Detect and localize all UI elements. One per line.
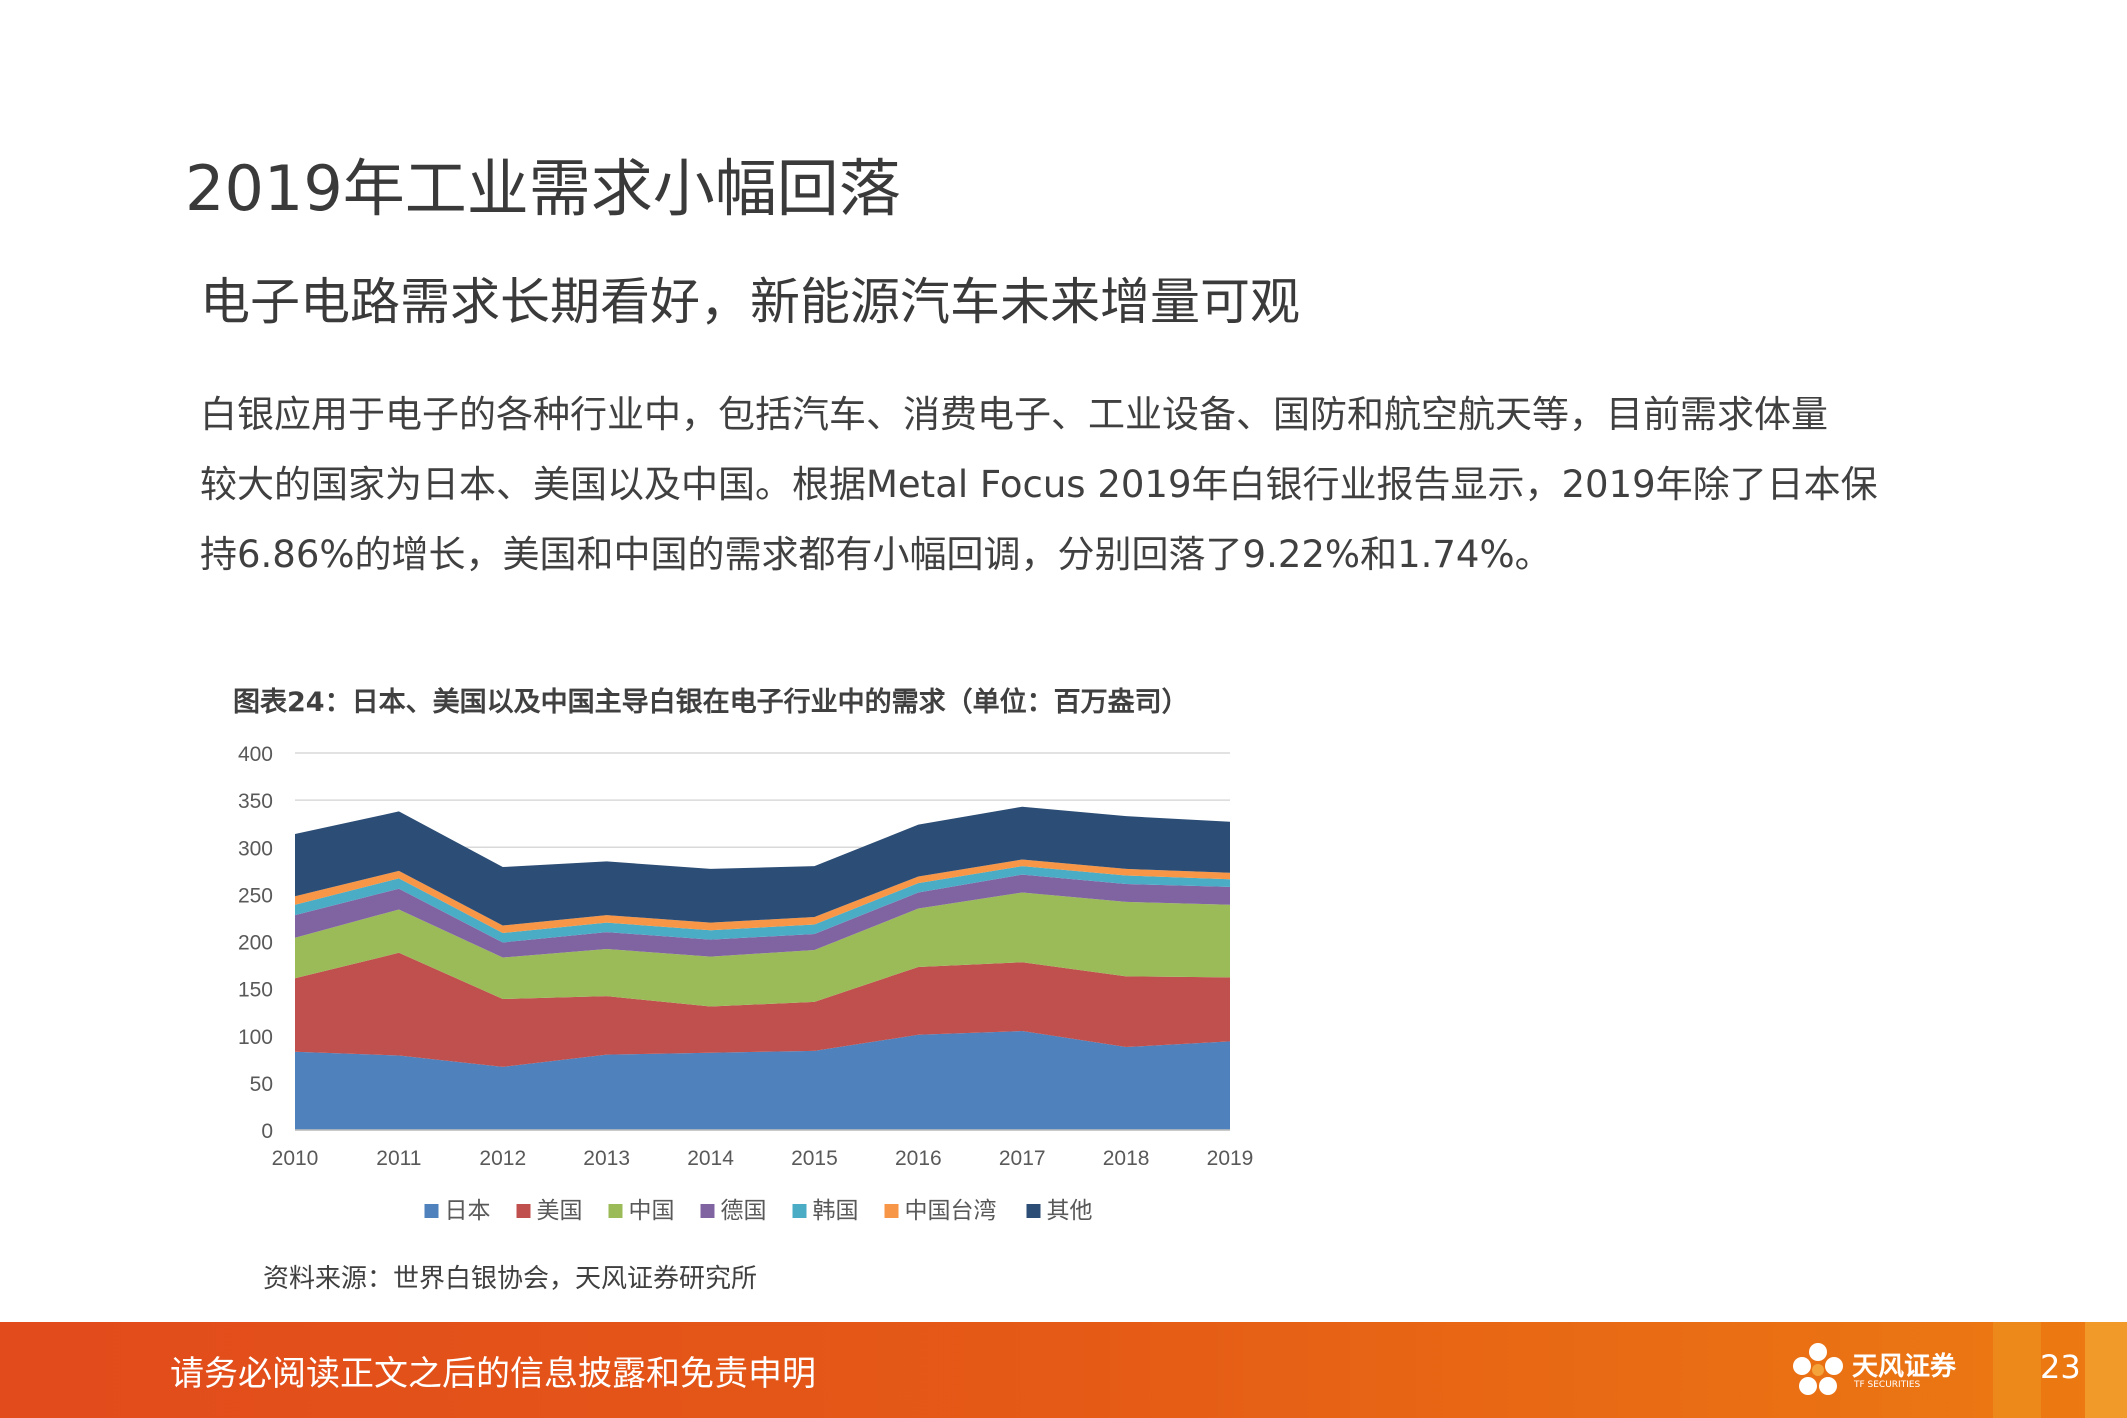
x-tick-label: 2015	[791, 1147, 838, 1170]
legend-swatch	[516, 1204, 531, 1218]
body-line: 较大的国家为日本、美国以及中国。根据Metal Focus 2019年白银行业报…	[200, 463, 1878, 506]
series-area	[295, 892, 1230, 1007]
disclaimer-text: 请务必阅读正文之后的信息披露和免责申明	[170, 1354, 816, 1394]
legend-label: 美国	[537, 1198, 583, 1224]
y-tick-label: 0	[261, 1120, 273, 1143]
stacked-area-chart: 0 50 100 150 200 250 300 350 400 2010 2011 2012 2013…	[238, 743, 1254, 1224]
brand-logo: 天风证券 TF SECURITIES	[1790, 1340, 1956, 1402]
y-tick-label: 400	[238, 743, 273, 766]
body-line: 持6.86%的增长，美国和中国的需求都有小幅回调，分别回落了9.22%和1.74…	[200, 533, 1552, 576]
x-tick-label: 2019	[1207, 1147, 1254, 1170]
legend-swatch	[700, 1204, 715, 1218]
footer-bar: 请务必阅读正文之后的信息披露和免责申明 天风证券 TF SECURITIES 2…	[0, 1322, 2127, 1418]
legend-swatch	[424, 1204, 439, 1218]
y-tick-label: 100	[238, 1026, 273, 1049]
y-tick-label: 150	[238, 979, 273, 1002]
legend-swatch	[608, 1204, 623, 1218]
y-tick-label: 50	[250, 1073, 273, 1096]
decor-bar	[2085, 1322, 2127, 1418]
brand-name-en: TF SECURITIES	[1854, 1380, 1921, 1390]
y-tick-label: 200	[238, 932, 273, 955]
series-area	[295, 1031, 1230, 1130]
body-line: 白银应用于电子的各种行业中，包括汽车、消费电子、工业设备、国防和航空航天等，目前…	[200, 393, 1828, 436]
page-title: 2019年工业需求小幅回落	[185, 152, 901, 225]
x-tick-label: 2018	[1103, 1147, 1150, 1170]
x-tick-label: 2013	[583, 1147, 630, 1170]
legend-swatch	[884, 1204, 899, 1218]
x-tick-label: 2014	[687, 1147, 734, 1170]
legend-label: 其他	[1047, 1198, 1093, 1224]
x-tick-label: 2017	[999, 1147, 1046, 1170]
series-area	[295, 874, 1230, 958]
legend-label: 德国	[721, 1198, 767, 1224]
decor-bar	[1993, 1322, 2041, 1418]
x-tick-label: 2012	[479, 1147, 526, 1170]
body-paragraph: 白银应用于电子的各种行业中，包括汽车、消费电子、工业设备、国防和航空航天等，目前…	[200, 380, 1940, 590]
legend-label: 日本	[445, 1198, 491, 1224]
series-area	[295, 952, 1230, 1067]
y-tick-label: 300	[238, 837, 273, 860]
chart-caption: 图表24：日本、美国以及中国主导白银在电子行业中的需求（单位：百万盎司）	[233, 687, 1189, 718]
source-note: 资料来源：世界白银协会，天风证券研究所	[263, 1264, 758, 1294]
legend-label: 中国台湾	[905, 1198, 997, 1224]
flower-icon	[1793, 1343, 1843, 1395]
legend-label: 韩国	[813, 1198, 859, 1224]
y-tick-label: 250	[238, 884, 273, 907]
y-tick-label: 350	[238, 790, 273, 813]
brand-name: 天风证券	[1852, 1352, 1957, 1382]
legend-swatch	[792, 1204, 807, 1218]
x-tick-label: 2016	[895, 1147, 942, 1170]
legend-label: 中国	[629, 1198, 675, 1224]
page-number: 23	[2040, 1348, 2081, 1386]
legend-swatch	[1026, 1204, 1041, 1218]
x-tick-label: 2011	[376, 1147, 421, 1170]
x-tick-label: 2010	[272, 1147, 319, 1170]
series-area	[295, 806, 1230, 926]
page-subtitle: 电子电路需求长期看好，新能源汽车未来增量可观	[200, 273, 1300, 331]
